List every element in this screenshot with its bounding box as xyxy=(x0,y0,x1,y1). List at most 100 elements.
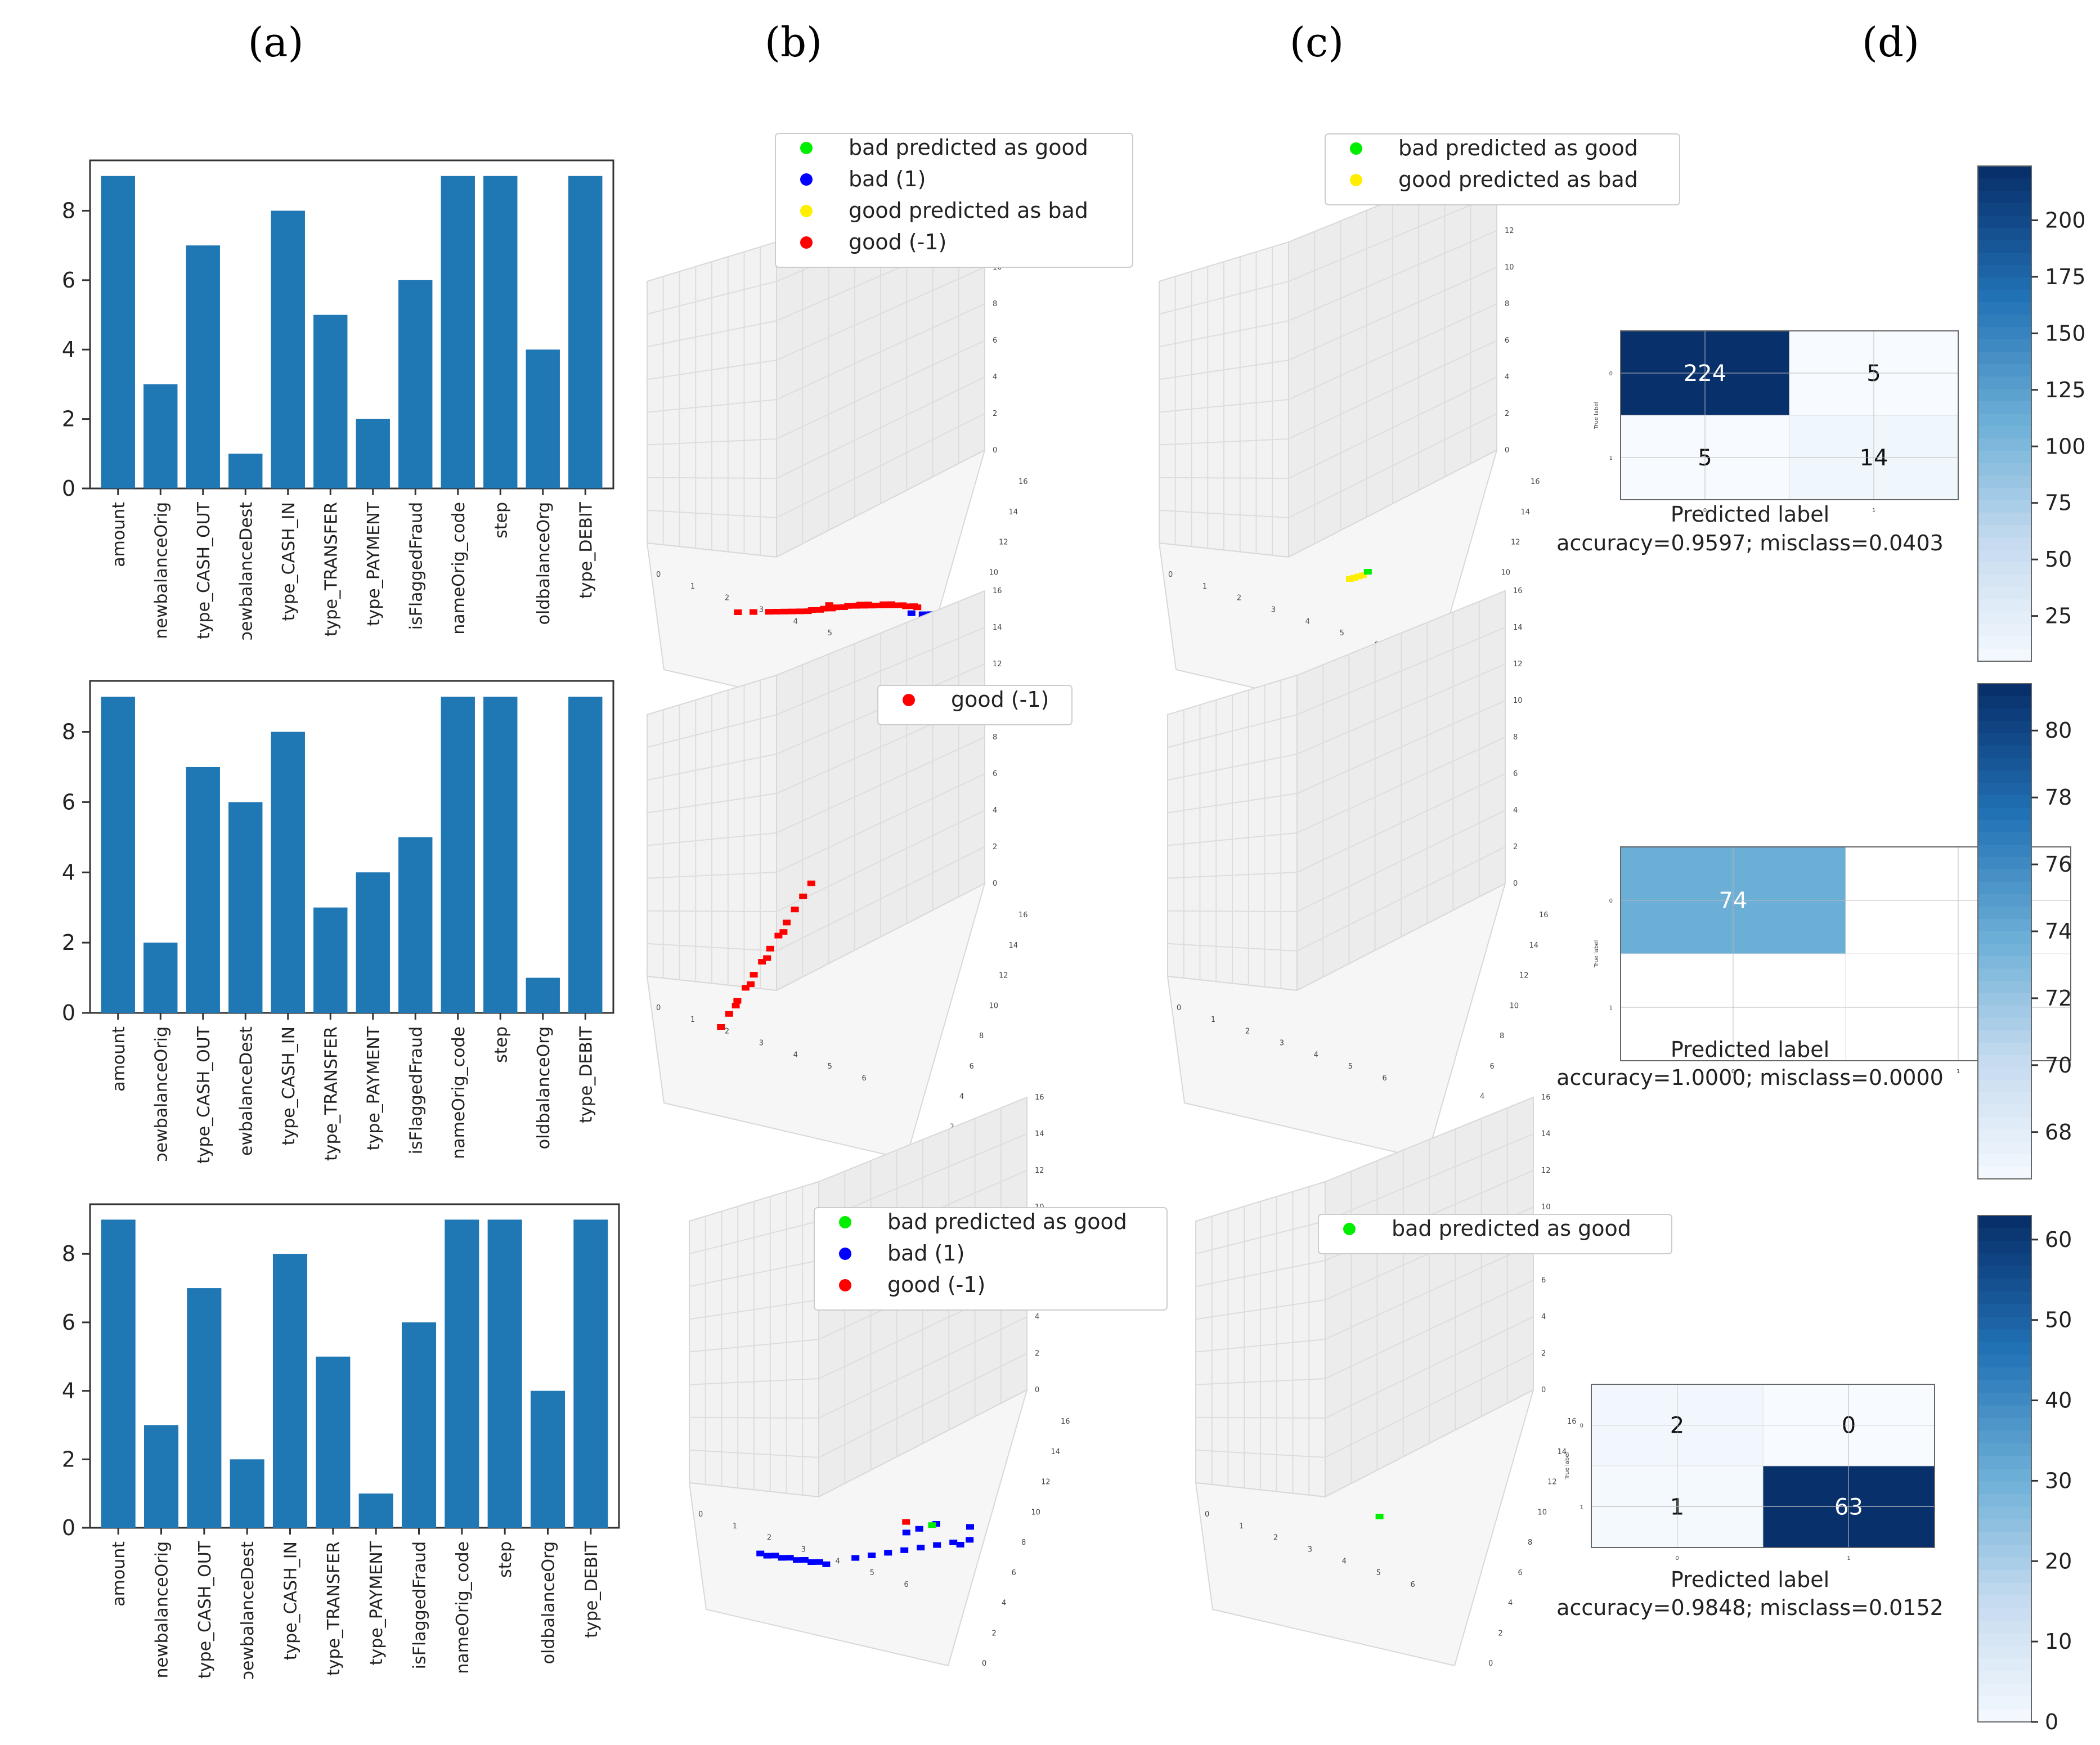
colorbar-tick-label: 50 xyxy=(2045,1308,2072,1333)
z-tick-label: 8 xyxy=(993,733,997,742)
colorbar-segment xyxy=(1978,636,2031,649)
legend-label: good (-1) xyxy=(887,1272,985,1297)
legend-label: good predicted as bad xyxy=(1398,167,1638,192)
colorbar-segment xyxy=(1978,1167,2031,1179)
panel-label-c: (c) xyxy=(1290,19,1344,66)
colorbar-segment xyxy=(1978,1228,2031,1241)
bar xyxy=(316,1356,351,1528)
bar xyxy=(272,1254,308,1528)
x-tick-label: 2 xyxy=(767,1534,771,1542)
x-category-label: step xyxy=(496,1541,515,1578)
grid-line xyxy=(647,810,985,913)
x-axis-label: Predicted label xyxy=(1671,502,1829,527)
colorbar-segment xyxy=(1978,1304,2031,1317)
y-tick-label: 10 xyxy=(989,1002,999,1010)
floor xyxy=(646,882,986,1160)
row-tick-label: 0 xyxy=(1609,371,1613,377)
y-tick-label: 12 xyxy=(1519,972,1529,980)
y-tick-label: 16 xyxy=(1061,1417,1070,1426)
z-tick-label: 6 xyxy=(1541,1276,1546,1285)
data-point xyxy=(780,608,789,614)
data-point xyxy=(747,981,755,987)
colorbar-segment xyxy=(1978,1430,2031,1444)
bar xyxy=(313,907,348,1013)
data-point xyxy=(1375,1514,1384,1519)
x-category-label: ɔewbalanceDest xyxy=(238,1541,258,1680)
grid-line xyxy=(1195,1353,1534,1459)
colorbar-tick-label: 60 xyxy=(2045,1227,2072,1252)
col-tick-label: 0 xyxy=(1703,508,1707,514)
y-tick-label: 14 xyxy=(1558,1448,1567,1456)
colorbar-tick-label: 80 xyxy=(2045,718,2072,743)
data-point xyxy=(902,1519,910,1525)
x-tick-label: 2 xyxy=(1273,1534,1278,1542)
x-tick-label: 0 xyxy=(1205,1510,1209,1519)
colorbar-segment xyxy=(1978,1367,2031,1381)
data-point xyxy=(910,603,918,609)
data-point xyxy=(883,602,891,608)
z-tick-label: 0 xyxy=(1035,1386,1039,1394)
x-tick-label: 5 xyxy=(1376,1569,1381,1577)
z-tick-label: 4 xyxy=(993,373,997,382)
data-point xyxy=(918,611,927,617)
bar xyxy=(228,454,263,488)
data-point xyxy=(800,1557,809,1563)
x-category-label: type_PAYMENT xyxy=(364,1026,384,1150)
axes-frame xyxy=(89,159,614,490)
colorbar-segment xyxy=(1978,1405,2031,1419)
y-tick-label: 10 xyxy=(1031,1508,1041,1517)
colorbar-segment xyxy=(1978,537,2031,550)
legend-label: good predicted as bad xyxy=(849,198,1088,223)
bar xyxy=(187,1288,222,1528)
data-point xyxy=(887,601,895,607)
data-point xyxy=(796,608,804,614)
bar-chart-row-1: 0 2 4 6 8 amount newbalanceOrig type_CASH_OUT ɔe… xyxy=(62,159,614,641)
colorbar-segment xyxy=(1978,649,2031,662)
y-tick-label: 16 xyxy=(1539,911,1549,919)
colorbar-segment xyxy=(1978,624,2031,637)
y-tick-label: 12 xyxy=(999,972,1008,980)
colorbar-segment xyxy=(1978,968,2031,981)
data-point xyxy=(799,894,807,899)
x-category-label: nameOrig_code xyxy=(453,1541,473,1674)
bar xyxy=(186,245,220,488)
z-tick-label: 4 xyxy=(993,806,997,815)
bar xyxy=(271,732,305,1013)
data-point xyxy=(807,880,815,886)
bar xyxy=(483,697,518,1013)
colorbar-segment xyxy=(1978,1142,2031,1155)
x-tick-label: 6 xyxy=(862,1074,867,1083)
colorbar-segment xyxy=(1978,696,2031,709)
legend-marker xyxy=(839,1248,851,1260)
data-point xyxy=(884,1550,892,1556)
colorbar-tick-label: 75 xyxy=(2045,491,2072,515)
data-point xyxy=(763,955,771,961)
y-tick-label: 0 xyxy=(62,476,75,501)
z-tick-label: 12 xyxy=(1035,1167,1044,1175)
data-point xyxy=(750,972,758,978)
grid-line xyxy=(647,627,985,748)
colorbar-segment xyxy=(1978,1697,2031,1710)
bar xyxy=(101,697,135,1013)
x-category-label: type_CASH_IN xyxy=(281,1541,301,1660)
data-point xyxy=(1363,569,1372,575)
colorbar-segment xyxy=(1978,1342,2031,1356)
colorbar-frame xyxy=(1977,165,2032,662)
y-tick-label: 6 xyxy=(1490,1062,1495,1071)
bar xyxy=(186,766,220,1013)
z-tick-label: 4 xyxy=(1513,806,1518,815)
z-tick-label: 14 xyxy=(1035,1130,1044,1138)
legend-marker xyxy=(903,694,915,706)
x-tick-label: 6 xyxy=(904,1581,909,1589)
colorbar-segment xyxy=(1978,228,2031,241)
grid-line xyxy=(647,376,985,479)
y-tick-label: 8 xyxy=(62,720,75,744)
y-tick-label: 8 xyxy=(1528,1538,1532,1547)
colorbar-segment xyxy=(1978,1092,2031,1105)
colorbar-tick-label: 125 xyxy=(2045,378,2086,402)
data-point xyxy=(765,609,773,615)
grid-line xyxy=(647,340,985,446)
y-tick-label: 14 xyxy=(1529,941,1539,950)
